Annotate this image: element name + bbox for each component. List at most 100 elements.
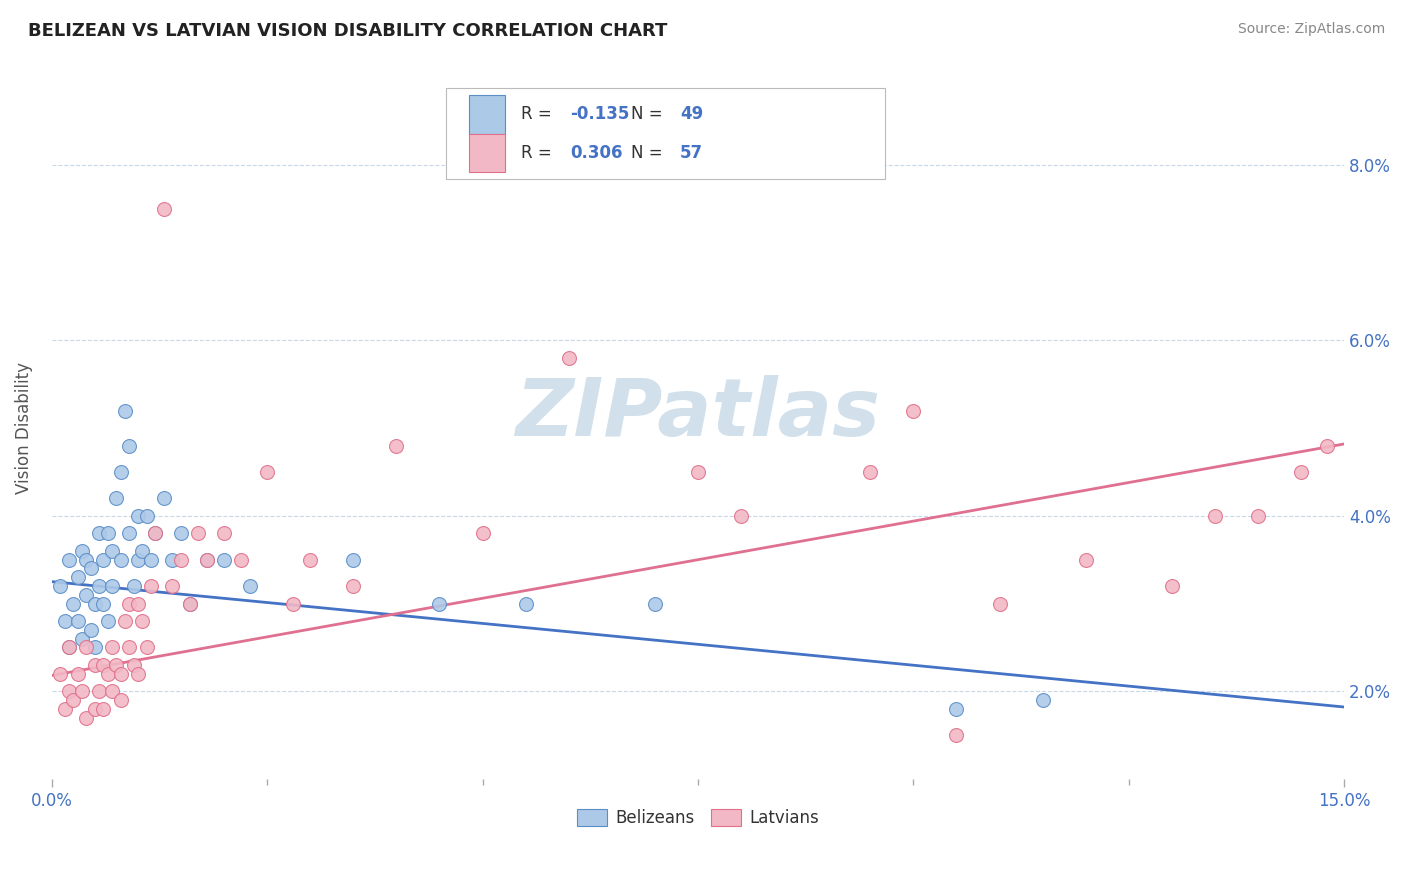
Legend: Belizeans, Latvians: Belizeans, Latvians <box>569 802 825 834</box>
Point <box>105 657 128 672</box>
Point <box>49 666 72 681</box>
Text: N =: N = <box>631 144 668 161</box>
Text: Source: ZipAtlas.com: Source: ZipAtlas.com <box>1237 22 1385 37</box>
Point <box>83 640 105 655</box>
Point <box>187 526 209 541</box>
Point <box>118 439 141 453</box>
Point <box>231 552 253 566</box>
Text: 49: 49 <box>681 105 703 123</box>
Point <box>256 465 278 479</box>
Point <box>1204 508 1226 523</box>
Point <box>62 597 84 611</box>
Point <box>131 544 153 558</box>
Point <box>139 579 162 593</box>
Point <box>79 561 101 575</box>
Point <box>53 702 76 716</box>
Point <box>170 526 193 541</box>
Point <box>75 552 97 566</box>
Text: ZIPatlas: ZIPatlas <box>516 376 880 453</box>
Point <box>83 657 105 672</box>
Point <box>903 403 925 417</box>
Point <box>557 351 579 365</box>
Point <box>152 202 174 216</box>
Point <box>101 579 124 593</box>
Text: R =: R = <box>520 144 557 161</box>
Point <box>1032 693 1054 707</box>
Point <box>127 666 149 681</box>
Point <box>75 588 97 602</box>
Point <box>212 526 235 541</box>
Point <box>945 702 967 716</box>
Text: R =: R = <box>520 105 557 123</box>
Point <box>118 597 141 611</box>
Point <box>143 526 166 541</box>
Point <box>118 640 141 655</box>
Point <box>179 597 201 611</box>
Point <box>89 684 111 698</box>
Point <box>179 597 201 611</box>
Point <box>1074 552 1097 566</box>
Point <box>127 597 149 611</box>
Point <box>1160 579 1182 593</box>
Point <box>101 684 124 698</box>
Point <box>162 579 184 593</box>
Point <box>1316 439 1339 453</box>
Point <box>70 684 93 698</box>
Point <box>110 693 132 707</box>
Point <box>162 552 184 566</box>
Point <box>58 684 80 698</box>
Point <box>93 552 115 566</box>
Text: 0.306: 0.306 <box>569 144 623 161</box>
Point <box>988 597 1011 611</box>
Point <box>58 640 80 655</box>
Point <box>644 597 666 611</box>
Point <box>342 579 364 593</box>
Text: N =: N = <box>631 105 668 123</box>
Point <box>101 640 124 655</box>
Point <box>62 693 84 707</box>
Point <box>127 508 149 523</box>
Point <box>730 508 752 523</box>
Point <box>101 544 124 558</box>
Point <box>83 702 105 716</box>
Point <box>93 657 115 672</box>
Point <box>89 526 111 541</box>
Point <box>75 710 97 724</box>
Point <box>93 702 115 716</box>
Point <box>75 640 97 655</box>
Point <box>53 614 76 628</box>
Point <box>58 552 80 566</box>
Point <box>97 614 120 628</box>
Point <box>66 614 89 628</box>
Y-axis label: Vision Disability: Vision Disability <box>15 362 32 494</box>
Point <box>110 552 132 566</box>
Point <box>66 570 89 584</box>
Point <box>686 465 709 479</box>
Point <box>93 597 115 611</box>
Point <box>89 579 111 593</box>
Point <box>515 597 537 611</box>
Point <box>170 552 193 566</box>
Point <box>114 403 136 417</box>
Text: BELIZEAN VS LATVIAN VISION DISABILITY CORRELATION CHART: BELIZEAN VS LATVIAN VISION DISABILITY CO… <box>28 22 668 40</box>
Point <box>471 526 494 541</box>
Text: 57: 57 <box>681 144 703 161</box>
Point <box>342 552 364 566</box>
Point <box>131 614 153 628</box>
Point <box>859 465 882 479</box>
Point <box>122 657 145 672</box>
Point <box>97 666 120 681</box>
Point <box>83 597 105 611</box>
Point <box>1247 508 1270 523</box>
Point <box>139 552 162 566</box>
Point <box>195 552 218 566</box>
Point <box>281 597 304 611</box>
Point <box>118 526 141 541</box>
Point <box>135 640 157 655</box>
Text: -0.135: -0.135 <box>569 105 630 123</box>
Point <box>110 465 132 479</box>
Point <box>114 614 136 628</box>
Bar <box>470 134 505 172</box>
Point <box>135 508 157 523</box>
Point <box>105 491 128 506</box>
